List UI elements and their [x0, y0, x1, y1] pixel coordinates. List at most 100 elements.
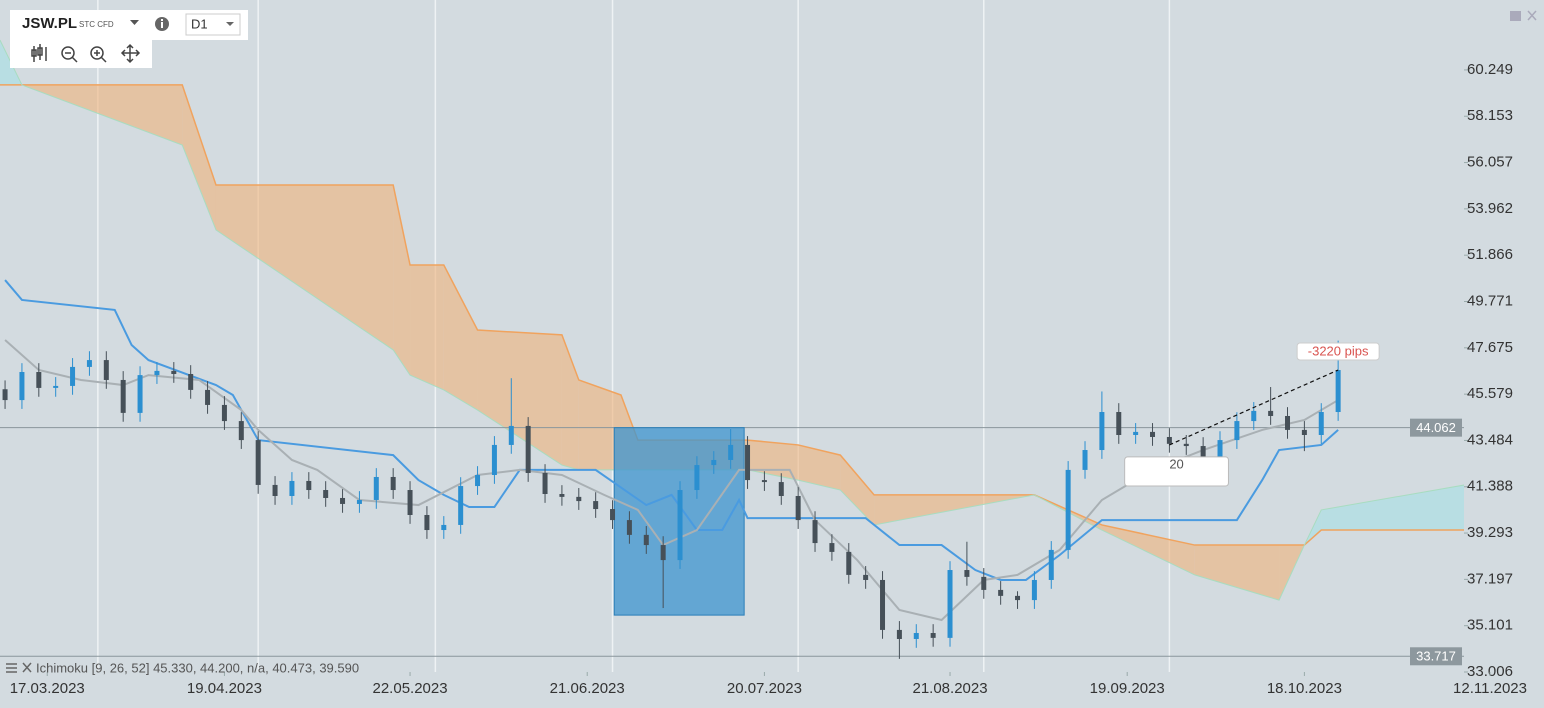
y-tick-label: 33.006 [1467, 663, 1513, 680]
close-icon[interactable] [1527, 10, 1537, 21]
y-tick-label: 60.249 [1467, 61, 1513, 78]
zoom-in-icon[interactable] [90, 46, 104, 60]
pan-icon[interactable] [120, 43, 141, 64]
x-tick-label: 18.10.2023 [1267, 680, 1342, 697]
trend-line [1169, 369, 1339, 446]
cloud-segment [443, 265, 478, 411]
candle-body [761, 480, 767, 483]
cloud-segment [215, 185, 394, 350]
candle-body [458, 486, 464, 525]
price-tag-label: 44.062 [1416, 420, 1456, 435]
candle-body [880, 579, 886, 630]
candle-body [407, 490, 413, 515]
candle-body [981, 576, 987, 590]
candle-body [896, 629, 902, 639]
candle-body [1150, 431, 1156, 437]
dropdown-arrow[interactable] [130, 20, 139, 25]
candle-body [1301, 429, 1307, 435]
candle-body [1065, 469, 1071, 550]
candle-body [53, 385, 59, 388]
candle-body [1251, 410, 1257, 422]
candle-body [306, 480, 312, 491]
cloud-segment [182, 84, 216, 230]
candle-body [930, 633, 936, 638]
x-tick-label: 20.07.2023 [727, 680, 802, 697]
candle-body [373, 476, 379, 500]
tool-icons [31, 43, 141, 64]
candle-body [137, 375, 143, 413]
candle-body [913, 633, 919, 639]
candle-body [238, 421, 244, 441]
candle-body [593, 501, 599, 510]
candle-body [677, 490, 683, 561]
candle-body [947, 570, 953, 638]
candle-body [795, 495, 801, 521]
window-icons [1510, 10, 1537, 21]
y-tick-label: 51.866 [1467, 246, 1513, 263]
candle-body [964, 570, 970, 577]
candle-body [289, 480, 295, 496]
x-tick-label: 19.09.2023 [1090, 680, 1165, 697]
indicator-line [4, 339, 1339, 622]
candle-body [1335, 370, 1341, 413]
candle-body [1099, 412, 1105, 451]
indicator-menu[interactable] [6, 663, 17, 673]
x-tick-label: 12.11.2023 [1453, 680, 1527, 697]
indicator-remove[interactable] [22, 662, 32, 673]
x-tick-label: 17.03.2023 [10, 680, 85, 697]
price-tag-label: 33.717 [1416, 649, 1456, 664]
candle-body [19, 372, 25, 401]
candle-body [863, 574, 869, 580]
candle-body [171, 370, 177, 374]
zoom-out-glyph [65, 52, 78, 63]
chart-type-icon[interactable] [31, 44, 47, 62]
info-glyph [161, 19, 163, 21]
indicator-legend: Ichimoku [9, 26, 52] 45.330, 44.200, n/a… [6, 660, 359, 675]
candle-body [846, 551, 852, 575]
candle-body [340, 497, 346, 504]
candle-body [323, 490, 329, 498]
candle-body [610, 509, 616, 521]
candle-body [491, 444, 497, 475]
candle-body [86, 360, 92, 367]
candle-body [1183, 443, 1189, 447]
candle-body [154, 370, 160, 376]
minimize-icon[interactable] [1510, 11, 1521, 21]
candle-body [1116, 412, 1122, 435]
x-tick-label: 21.08.2023 [912, 680, 987, 697]
candle-body [424, 514, 430, 531]
x-tick-label: 21.06.2023 [550, 680, 625, 697]
y-tick-label: 49.771 [1467, 292, 1513, 309]
indicator-line [4, 279, 1339, 581]
candle-body [1048, 549, 1054, 580]
pips-label: -3220 pips [1308, 343, 1369, 358]
zoom-in-glyph [94, 50, 107, 63]
cloud-segment [561, 334, 579, 470]
candle-body [2, 389, 8, 401]
candle-body [745, 444, 751, 481]
zoom-out-icon[interactable] [61, 46, 75, 60]
candle-body [559, 494, 565, 497]
plot-area [0, 0, 1464, 672]
cloud-segment [1194, 545, 1280, 601]
candle-body [1166, 436, 1172, 444]
y-tick-label: 41.388 [1467, 478, 1513, 495]
y-tick-label: 35.101 [1467, 617, 1513, 634]
candle-body [1015, 595, 1021, 601]
cloud-segment [840, 455, 875, 525]
candle-body [36, 372, 42, 388]
y-tick-label: 39.293 [1467, 524, 1513, 541]
candle-body [1082, 450, 1088, 470]
symbol[interactable]: JSW.PL [22, 15, 77, 32]
candle-body [441, 524, 447, 531]
candle-body [1217, 440, 1223, 470]
timeframe-select[interactable] [185, 13, 241, 36]
x-tick-label: 22.05.2023 [373, 680, 448, 697]
cloud-segment [1101, 524, 1195, 575]
y-tick-label: 45.579 [1467, 385, 1513, 402]
timeframe: D1 [191, 16, 208, 31]
candle-body [1318, 412, 1324, 435]
cloud-segment [410, 265, 444, 390]
